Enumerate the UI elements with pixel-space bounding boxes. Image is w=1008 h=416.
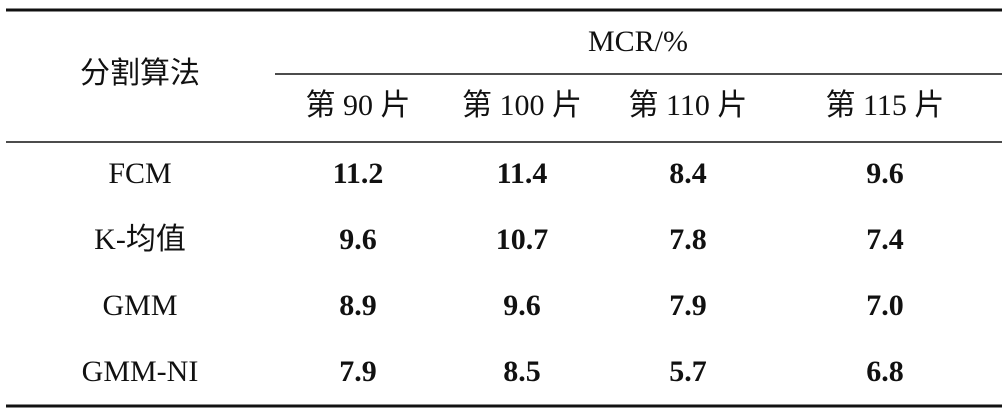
- column-header: 第 110 片: [629, 89, 748, 122]
- cell-value: 6.8: [866, 355, 904, 388]
- row-label: GMM-NI: [82, 355, 199, 388]
- cell-value: 7.4: [866, 223, 904, 256]
- cell-value: 8.5: [503, 355, 541, 388]
- column-header: 第 100 片: [462, 89, 582, 122]
- cell-value: 11.4: [497, 157, 548, 190]
- cell-value: 9.6: [339, 223, 377, 256]
- cell-value: 10.7: [496, 223, 549, 256]
- cell-value: 11.2: [333, 157, 384, 190]
- column-header: 第 115 片: [826, 89, 945, 122]
- cell-value: 7.8: [669, 223, 707, 256]
- cell-value: 7.9: [339, 355, 377, 388]
- row-header: 分割算法: [80, 57, 200, 90]
- cell-value: 8.9: [339, 289, 377, 322]
- cell-value: 9.6: [866, 157, 904, 190]
- cell-value: 7.9: [669, 289, 707, 322]
- row-label: FCM: [108, 157, 171, 190]
- cell-value: 7.0: [866, 289, 904, 322]
- cell-value: 9.6: [503, 289, 541, 322]
- column-header: 第 90 片: [306, 89, 411, 122]
- cell-value: 8.4: [669, 157, 707, 190]
- row-label: GMM: [102, 289, 177, 322]
- cell-value: 5.7: [669, 355, 707, 388]
- row-label: K-均值: [94, 223, 186, 256]
- group-header: MCR/%: [588, 25, 688, 58]
